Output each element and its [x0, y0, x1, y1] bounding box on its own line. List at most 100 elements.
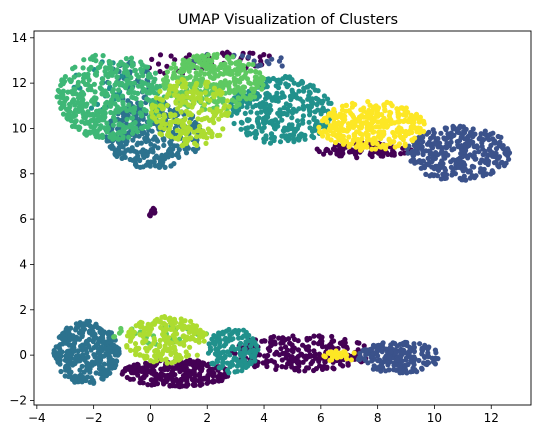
- scatter-point: [299, 133, 306, 139]
- scatter-point: [200, 128, 206, 134]
- scatter-point: [115, 130, 121, 136]
- scatter-point: [154, 83, 160, 89]
- scatter-point: [139, 83, 145, 89]
- scatter-point: [263, 109, 269, 115]
- scatter-point: [120, 101, 126, 107]
- scatter-point: [241, 352, 247, 359]
- scatter-point: [417, 341, 423, 347]
- scatter-point: [463, 177, 469, 183]
- scatter-point: [164, 69, 170, 75]
- scatter-point: [141, 87, 147, 93]
- scatter-point: [296, 137, 302, 143]
- scatter-point: [152, 209, 158, 215]
- scatter-point: [215, 375, 221, 381]
- scatter-point: [79, 332, 85, 339]
- scatter-point: [189, 104, 195, 110]
- scatter-point: [244, 104, 250, 110]
- scatter-point: [193, 54, 199, 61]
- scatter-point: [221, 62, 227, 68]
- scatter-point: [233, 104, 239, 110]
- scatter-point: [352, 149, 358, 155]
- scatter-point: [241, 333, 247, 339]
- scatter-point: [344, 344, 350, 350]
- scatter-point: [469, 130, 475, 136]
- scatter-point: [184, 90, 190, 96]
- scatter-point: [93, 121, 99, 127]
- scatter-point: [127, 148, 133, 154]
- scatter-point: [182, 318, 188, 324]
- y-tick-label: 2: [19, 303, 27, 317]
- scatter-point: [157, 131, 163, 137]
- scatter-point: [129, 63, 135, 69]
- scatter-point: [238, 119, 244, 125]
- scatter-point: [340, 133, 346, 139]
- scatter-point: [139, 320, 145, 326]
- scatter-point: [274, 363, 280, 369]
- scatter-point: [431, 172, 438, 178]
- scatter-point: [169, 370, 175, 376]
- scatter-point: [226, 90, 233, 96]
- scatter-point: [65, 89, 71, 95]
- scatter-point: [186, 57, 192, 64]
- scatter-point: [151, 359, 157, 365]
- scatter-point: [440, 171, 446, 177]
- scatter-point: [191, 122, 197, 128]
- scatter-point: [269, 97, 275, 103]
- scatter-point: [60, 81, 66, 87]
- scatter-point: [405, 109, 411, 115]
- scatter-point: [345, 124, 352, 130]
- scatter-point: [62, 373, 68, 379]
- scatter-point: [150, 149, 156, 155]
- scatter-point: [194, 65, 200, 71]
- scatter-point: [370, 342, 377, 348]
- scatter-point: [217, 132, 223, 138]
- scatter-point: [182, 116, 188, 122]
- scatter-point: [218, 108, 224, 114]
- scatter-point: [79, 105, 85, 112]
- x-tick-label: 10: [427, 411, 442, 425]
- scatter-point: [262, 105, 268, 111]
- scatter-point: [365, 99, 371, 105]
- scatter-point: [250, 104, 256, 110]
- scatter-point: [444, 172, 450, 178]
- scatter-point: [470, 154, 477, 160]
- scatter-point: [149, 56, 155, 63]
- scatter-point: [403, 357, 409, 363]
- scatter-point: [149, 105, 155, 111]
- scatter-point: [115, 136, 121, 142]
- scatter-point: [306, 119, 312, 125]
- scatter-point: [412, 367, 418, 373]
- scatter-point: [139, 67, 145, 73]
- scatter-point: [170, 383, 176, 389]
- scatter-point: [431, 166, 437, 172]
- scatter-point: [300, 99, 306, 105]
- scatter-point: [357, 140, 363, 146]
- scatter-point: [194, 352, 200, 358]
- scatter-point: [430, 127, 436, 133]
- scatter-point: [369, 358, 375, 364]
- scatter-point: [339, 103, 346, 109]
- scatter-point: [163, 325, 169, 331]
- scatter-point: [319, 366, 326, 372]
- scatter-point: [411, 344, 417, 350]
- scatter-point: [247, 100, 253, 106]
- scatter-point: [323, 115, 329, 121]
- y-tick-label: 4: [19, 257, 27, 271]
- scatter-point: [246, 332, 252, 338]
- scatter-point: [449, 147, 455, 153]
- scatter-point: [93, 95, 99, 101]
- scatter-point: [99, 354, 105, 360]
- scatter-point: [476, 149, 482, 155]
- scatter-point: [118, 325, 124, 332]
- scatter-point: [259, 86, 265, 92]
- scatter-point: [383, 368, 389, 374]
- scatter-point: [143, 338, 149, 344]
- scatter-point: [411, 362, 417, 368]
- scatter-point: [97, 126, 103, 132]
- scatter-point: [192, 140, 198, 146]
- x-tick-label: 12: [484, 411, 499, 425]
- scatter-point: [279, 133, 285, 139]
- scatter-point: [157, 96, 163, 102]
- scatter-point: [82, 357, 88, 363]
- scatter-point: [138, 111, 145, 117]
